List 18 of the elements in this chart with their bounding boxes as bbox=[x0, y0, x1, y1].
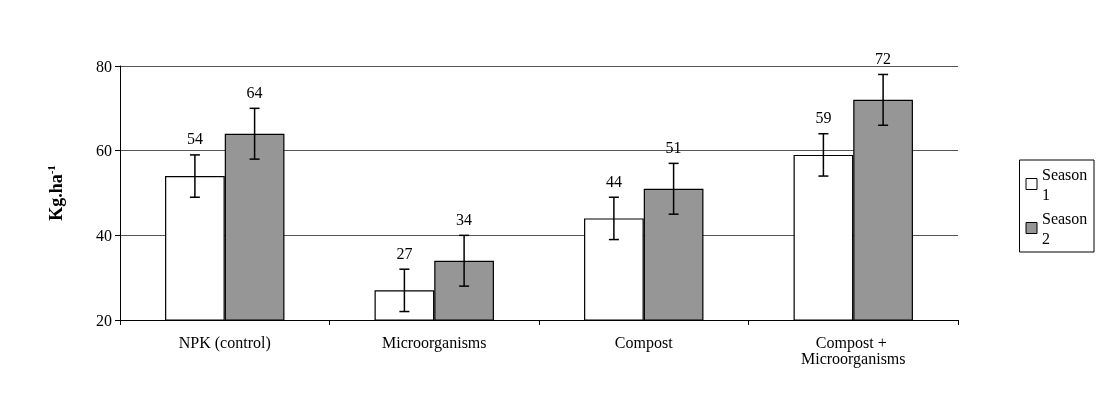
y-axis-title: Kg.ha-1 bbox=[44, 165, 66, 221]
data-label: 44 bbox=[605, 172, 622, 190]
legend-label: Season 1 bbox=[1042, 165, 1092, 203]
data-label: 64 bbox=[246, 83, 263, 101]
data-label: 27 bbox=[396, 244, 413, 262]
legend-label: Season 2 bbox=[1042, 209, 1092, 247]
y-tick-label: 60 bbox=[96, 142, 112, 160]
x-tick-label: Compost bbox=[614, 333, 674, 352]
x-tick-label: Compost + Microorganisms bbox=[800, 333, 906, 368]
data-label: 34 bbox=[456, 210, 473, 228]
y-tick-label: 40 bbox=[96, 226, 112, 244]
y-tick-label: 80 bbox=[96, 57, 112, 75]
data-label: 59 bbox=[815, 109, 832, 127]
data-label: 72 bbox=[875, 49, 892, 67]
data-label: 54 bbox=[186, 130, 203, 148]
x-tick-label: NPK (control) bbox=[178, 333, 271, 352]
x-tick-label: Microorganisms bbox=[381, 333, 487, 352]
y-tick-label: 20 bbox=[96, 311, 112, 329]
